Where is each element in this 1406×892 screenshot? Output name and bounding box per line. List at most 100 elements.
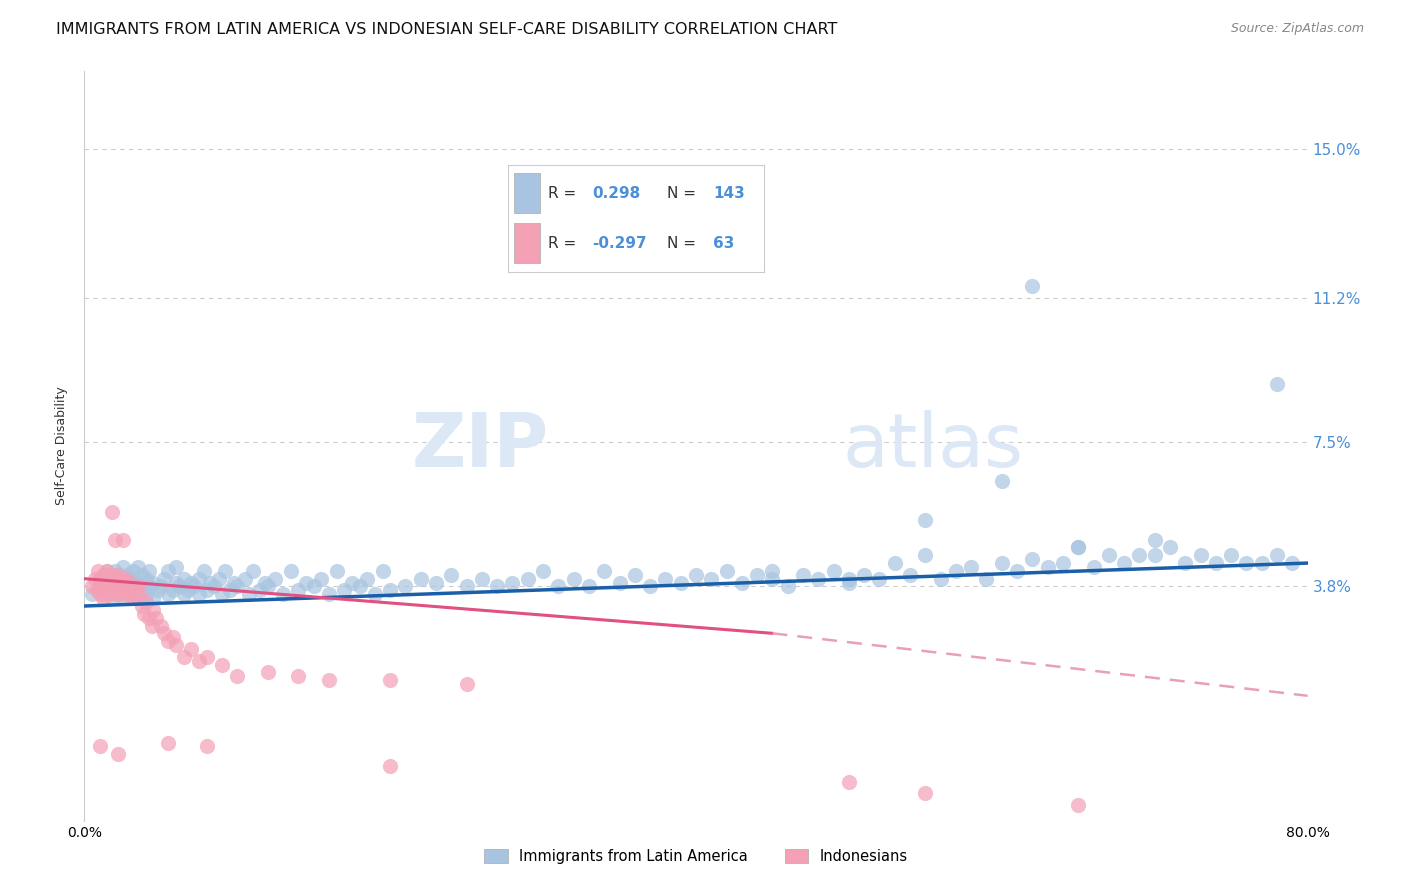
Point [91, 591, 114, 606]
Point [1114, 556, 1136, 570]
Point [195, 583, 218, 598]
Point [249, 583, 271, 598]
Point [502, 575, 524, 590]
Point [120, 583, 142, 598]
FancyBboxPatch shape [515, 223, 540, 263]
Point [425, 575, 447, 590]
Point [89, 580, 111, 594]
Point [823, 564, 845, 578]
Point [1250, 556, 1272, 570]
Point [1143, 533, 1166, 547]
Point [132, 607, 155, 621]
Point [1236, 556, 1258, 570]
Point [356, 572, 378, 586]
Point [211, 657, 233, 672]
Point [107, 747, 129, 762]
Point [142, 575, 165, 590]
Point [89, 572, 111, 586]
Point [93, 575, 115, 590]
Point [167, 580, 190, 594]
Point [80, 587, 103, 601]
Point [914, 548, 936, 563]
Point [960, 560, 983, 574]
Point [456, 677, 478, 691]
Point [115, 567, 138, 582]
Point [257, 580, 280, 594]
Point [107, 567, 129, 582]
Text: N =: N = [666, 186, 696, 201]
Point [153, 626, 176, 640]
Point [104, 580, 127, 594]
Point [238, 587, 260, 601]
Point [127, 575, 149, 590]
Point [685, 567, 707, 582]
Point [1067, 798, 1090, 813]
Point [157, 634, 180, 648]
Point [838, 572, 860, 586]
Point [101, 575, 124, 590]
Point [149, 618, 172, 632]
Point [761, 572, 783, 586]
Point [226, 669, 249, 683]
Point [325, 564, 347, 578]
Legend: Immigrants from Latin America, Indonesians: Immigrants from Latin America, Indonesia… [478, 843, 914, 870]
Point [96, 564, 118, 578]
Point [211, 587, 233, 601]
Point [111, 533, 134, 547]
Point [302, 580, 325, 594]
Point [157, 587, 180, 601]
Point [97, 587, 120, 601]
Point [287, 583, 309, 598]
Point [257, 665, 280, 680]
Point [1067, 541, 1090, 555]
Point [121, 587, 143, 601]
Point [111, 575, 134, 590]
Point [976, 572, 998, 586]
Point [456, 580, 478, 594]
Point [124, 583, 146, 598]
Point [1143, 548, 1166, 563]
Point [111, 591, 134, 606]
Point [138, 564, 160, 578]
Point [173, 649, 195, 664]
Point [127, 580, 149, 594]
Point [380, 583, 402, 598]
Point [1021, 552, 1043, 566]
Point [135, 572, 157, 586]
Point [162, 583, 184, 598]
Point [440, 567, 463, 582]
Point [122, 564, 145, 578]
Point [1265, 548, 1288, 563]
Point [180, 575, 202, 590]
Point [792, 567, 814, 582]
Point [578, 580, 600, 594]
Point [226, 580, 249, 594]
Point [131, 567, 153, 582]
Point [242, 564, 264, 578]
Point [838, 575, 860, 590]
Point [193, 564, 215, 578]
Point [1021, 279, 1043, 293]
Point [1005, 564, 1028, 578]
Point [111, 583, 134, 598]
Point [333, 583, 356, 598]
Point [991, 556, 1014, 570]
Point [253, 575, 276, 590]
Point [104, 533, 127, 547]
Text: R =: R = [548, 235, 576, 251]
Point [318, 673, 340, 688]
Point [838, 774, 860, 789]
Point [311, 572, 333, 586]
Point [89, 587, 111, 601]
Point [122, 580, 145, 594]
Point [104, 564, 127, 578]
Point [700, 572, 723, 586]
Point [214, 564, 236, 578]
Point [108, 587, 131, 601]
Point [486, 580, 509, 594]
FancyBboxPatch shape [515, 173, 540, 213]
Point [142, 591, 165, 606]
Point [135, 595, 157, 609]
Point [101, 567, 124, 582]
Point [409, 572, 432, 586]
